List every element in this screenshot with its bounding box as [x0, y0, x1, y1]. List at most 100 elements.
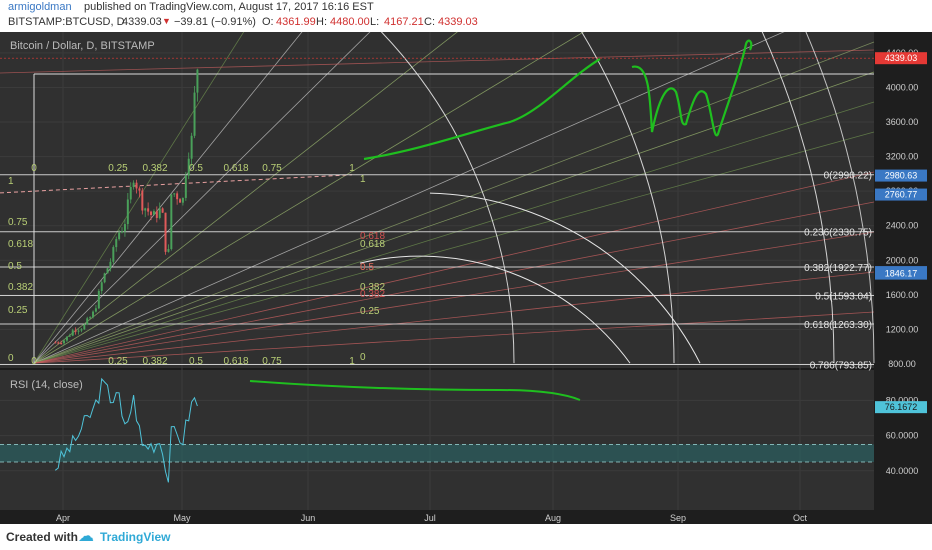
- ohlc-bar: BITSTAMP:BTCUSD, D 4339.03 ▼ −39.81 (−0.…: [0, 15, 932, 31]
- candle-body: [74, 330, 77, 332]
- fan-top-label: 0.75: [262, 163, 282, 174]
- fan-top-label: 0.25: [108, 163, 128, 174]
- fan-top-label: 0: [31, 163, 37, 174]
- candle-body: [121, 231, 124, 233]
- price-tag-label: 1846.17: [885, 269, 918, 279]
- candle-body: [173, 193, 176, 195]
- candle-body: [187, 158, 190, 176]
- fib-arc: [380, 32, 515, 364]
- candle-body: [190, 135, 193, 159]
- price-tick-label: 3200.00: [886, 152, 919, 162]
- fib-level-label: 0(2990.22): [824, 171, 872, 182]
- fan-bottom-label: 0.25: [108, 356, 128, 367]
- fan-mid-label: 1: [360, 174, 366, 185]
- fan-line: [33, 32, 458, 364]
- fan-top-label: 0.618: [223, 163, 248, 174]
- close-value: 4339.03: [438, 16, 478, 28]
- candle-body: [115, 239, 118, 248]
- candle-body: [161, 208, 164, 213]
- time-axis-label: Jun: [301, 513, 316, 523]
- candle-body: [71, 330, 74, 336]
- gann-fan: [0, 32, 875, 364]
- fan-left-label: 0.618: [8, 239, 33, 250]
- candle-body: [141, 190, 144, 211]
- fan-bottom-label: 0.382: [142, 356, 167, 367]
- fan-bottom-label: 0: [31, 356, 37, 367]
- candle-body: [92, 311, 95, 318]
- publish-info: armigoldman published on TradingView.com…: [0, 0, 932, 16]
- open-value: 4361.99: [276, 16, 316, 28]
- down-arrow-icon: ▼: [162, 16, 171, 26]
- time-axis[interactable]: [0, 510, 932, 524]
- dashed-trendline: [0, 174, 353, 194]
- chart-canvas[interactable]: AprMayJunJulAugSepOct4400.004000.003600.…: [0, 32, 932, 532]
- candle-body: [167, 249, 170, 252]
- fan-line: [33, 311, 875, 364]
- rsi-tag-box: [875, 401, 927, 414]
- candle-body: [155, 211, 158, 218]
- candle-body: [181, 197, 184, 203]
- rsi-pane[interactable]: [0, 370, 874, 510]
- annotation-trend-stroke: [363, 58, 601, 161]
- fib-arc: [580, 32, 675, 364]
- candle-body: [150, 211, 153, 215]
- high-label: H:: [316, 16, 327, 28]
- fan-line: [33, 32, 585, 364]
- candle-body: [63, 340, 66, 344]
- fan-mid-label: 0.382: [360, 282, 385, 293]
- author-link[interactable]: armigoldman: [8, 1, 72, 13]
- fan-mid-label: 0.5: [360, 262, 374, 273]
- annotation-rsi-divergence: [249, 380, 581, 401]
- fan-left-label: 0.382: [8, 282, 33, 293]
- rsi-line: [54, 377, 198, 483]
- fib-arc: [359, 255, 631, 364]
- candle-body: [196, 69, 199, 93]
- fan-left-label: 0.25: [8, 305, 28, 316]
- price-pane-legend: Bitcoin / Dollar, D, BITSTAMP: [10, 40, 155, 52]
- fib-retracement: [0, 174, 874, 366]
- candle-body: [147, 208, 150, 212]
- candle-body: [80, 329, 83, 331]
- price-tick-label: 800.00: [888, 359, 916, 369]
- time-axis-label: Jul: [424, 513, 436, 523]
- fan-line: [33, 271, 875, 364]
- candle-body: [144, 208, 147, 211]
- candle-body: [123, 224, 126, 232]
- candle-body: [54, 342, 57, 344]
- rsi-tick-label: 60.0000: [886, 431, 919, 441]
- candle-body: [77, 330, 80, 332]
- fan-line: [33, 32, 371, 364]
- price-tag-box: [875, 188, 927, 201]
- fib-level-label: 0.786(793.85): [810, 361, 872, 372]
- time-axis-label: Apr: [56, 513, 70, 523]
- candle-body: [176, 193, 179, 200]
- candle-body: [193, 92, 196, 136]
- fan-mid-red-label: 0.382: [360, 289, 385, 300]
- fan-line: [33, 231, 875, 364]
- fan-bottom-label: 0.618: [223, 356, 248, 367]
- price-pane[interactable]: [0, 32, 874, 368]
- candle-body: [86, 318, 89, 325]
- fan-line: [33, 171, 875, 364]
- high-value: 4480.00: [330, 16, 370, 28]
- fan-line: [33, 41, 875, 364]
- fan-mid-label: 0: [360, 352, 366, 363]
- fan-top-label: 1: [349, 163, 355, 174]
- low-label: L:: [370, 16, 380, 28]
- candle-body: [97, 290, 100, 309]
- close-label: C:: [424, 16, 435, 28]
- candle-body: [65, 336, 68, 341]
- fan-left-label: 0.5: [8, 261, 22, 272]
- candle-body: [179, 199, 182, 203]
- tradingview-logo-icon: ☁: [78, 528, 94, 545]
- fan-mid-label: 0.618: [360, 239, 385, 250]
- price-tag-label: 2760.77: [885, 190, 918, 200]
- price-tag-label: 4339.03: [885, 53, 918, 63]
- fib-arc: [805, 32, 875, 364]
- time-axis-label: Sep: [670, 513, 686, 523]
- symbol-label: BITSTAMP:BTCUSD, D: [8, 16, 125, 28]
- candle-body: [112, 247, 115, 262]
- candle-body: [138, 188, 141, 191]
- time-axis-label: Oct: [793, 513, 808, 523]
- tradingview-brand[interactable]: TradingView: [100, 530, 171, 544]
